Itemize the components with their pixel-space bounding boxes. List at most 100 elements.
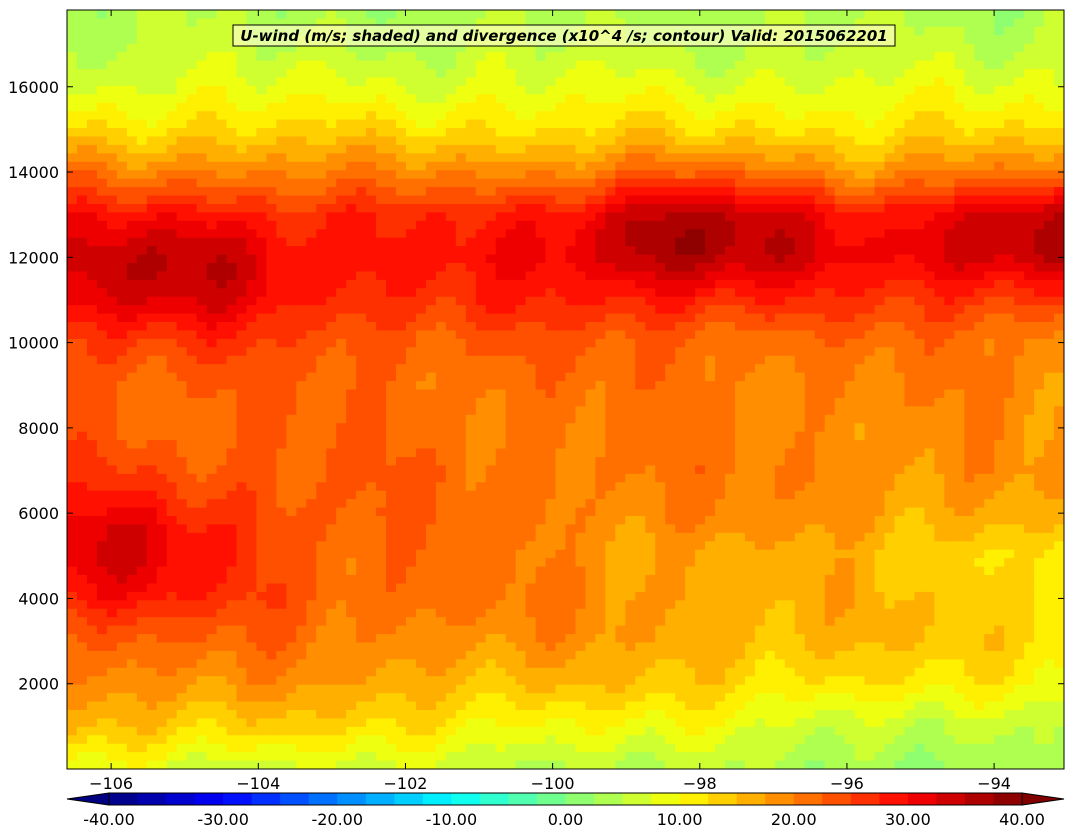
field-cell — [954, 119, 965, 129]
field-cell — [964, 406, 975, 416]
field-cell — [814, 203, 826, 213]
field-cell — [1024, 195, 1035, 205]
field-cell — [256, 254, 267, 264]
field-cell — [166, 313, 178, 323]
field-cell — [625, 229, 636, 239]
field-cell — [924, 296, 935, 306]
field-cell — [994, 77, 1005, 87]
field-cell — [784, 414, 796, 424]
field-cell — [844, 60, 856, 70]
field-cell — [1014, 296, 1025, 306]
field-cell — [396, 254, 407, 264]
field-cell — [1004, 119, 1015, 129]
field-cell — [326, 381, 337, 391]
field-cell — [116, 77, 128, 87]
field-cell — [116, 128, 128, 138]
field-cell — [984, 254, 995, 264]
field-cell — [575, 136, 587, 146]
field-cell — [515, 254, 527, 264]
field-cell — [525, 313, 537, 323]
field-cell — [425, 170, 437, 180]
field-cell — [784, 10, 796, 20]
field-cell — [675, 144, 686, 154]
field-cell — [655, 338, 666, 348]
field-cell — [136, 18, 148, 28]
field-cell — [964, 119, 975, 129]
field-cell — [605, 60, 616, 70]
field-cell — [306, 229, 317, 239]
field-cell — [635, 111, 646, 121]
field-cell — [834, 423, 846, 433]
field-cell — [764, 161, 776, 171]
field-cell — [166, 330, 178, 340]
field-cell — [475, 94, 487, 104]
field-cell — [804, 263, 816, 273]
field-cell — [774, 322, 786, 332]
field-cell — [585, 161, 597, 171]
field-cell — [146, 372, 158, 382]
field-cell — [326, 119, 337, 129]
field-cell — [455, 246, 467, 256]
field-cell — [166, 128, 178, 138]
field-cell — [435, 414, 447, 424]
field-cell — [346, 187, 357, 197]
field-cell — [86, 381, 98, 391]
field-cell — [535, 296, 547, 306]
field-cell — [994, 237, 1005, 247]
field-cell — [914, 144, 926, 154]
field-cell — [96, 322, 108, 332]
field-cell — [1054, 203, 1064, 213]
field-cell — [555, 381, 567, 391]
field-cell — [1004, 153, 1015, 163]
field-cell — [67, 414, 78, 424]
field-cell — [924, 406, 935, 416]
field-cell — [904, 52, 916, 62]
field-cell — [346, 313, 357, 323]
field-cell — [854, 94, 866, 104]
field-cell — [725, 296, 736, 306]
field-cell — [774, 220, 786, 230]
field-cell — [386, 237, 397, 247]
field-cell — [954, 288, 965, 298]
field-cell — [126, 355, 138, 365]
field-cell — [535, 397, 547, 407]
field-cell — [645, 128, 656, 138]
field-cell — [276, 355, 287, 365]
field-cell — [645, 279, 656, 289]
field-cell — [485, 43, 497, 53]
field-cell — [1014, 389, 1025, 399]
field-cell — [206, 406, 218, 416]
field-cell — [645, 60, 656, 70]
field-cell — [256, 52, 267, 62]
field-cell — [804, 161, 816, 171]
field-cell — [944, 364, 955, 374]
field-cell — [435, 178, 447, 188]
field-cell — [794, 330, 806, 340]
field-cell — [734, 381, 746, 391]
field-cell — [425, 77, 437, 87]
field-cell — [595, 102, 606, 112]
field-cell — [415, 338, 427, 348]
field-cell — [146, 220, 158, 230]
field-cell — [136, 35, 148, 45]
field-cell — [116, 381, 128, 391]
field-cell — [774, 43, 786, 53]
field-cell — [525, 406, 537, 416]
field-cell — [864, 423, 876, 433]
field-cell — [286, 389, 297, 399]
field-cell — [396, 338, 407, 348]
field-cell — [824, 254, 836, 264]
field-cell — [695, 111, 706, 121]
field-cell — [286, 69, 297, 79]
field-cell — [86, 372, 98, 382]
field-cell — [505, 288, 517, 298]
field-cell — [844, 364, 856, 374]
field-cell — [106, 102, 118, 112]
field-cell — [834, 372, 846, 382]
field-cell — [156, 246, 168, 256]
field-cell — [705, 111, 716, 121]
field-cell — [764, 288, 776, 298]
field-cell — [655, 313, 666, 323]
field-cell — [376, 381, 387, 391]
field-cell — [336, 85, 347, 95]
